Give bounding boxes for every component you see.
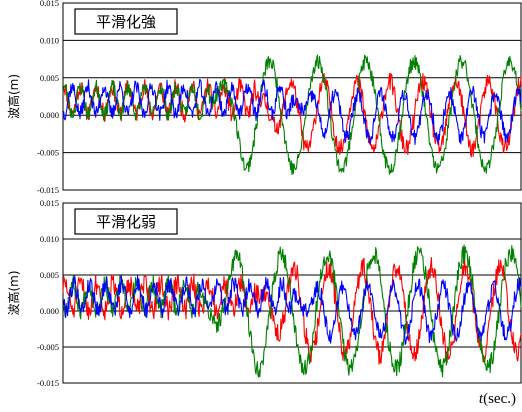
series-line	[62, 54, 522, 176]
y-tick-label: 0.010	[40, 35, 59, 45]
y-tick-label: 0.015	[40, 198, 59, 208]
y-tick-label: 0.010	[40, 234, 59, 244]
panel-title-box	[74, 8, 178, 35]
y-tick-label: -0.015	[37, 378, 59, 388]
series-line	[62, 73, 522, 158]
y-tick-label: -0.005	[37, 148, 59, 158]
y-axis-label: 波高(m)	[6, 270, 21, 315]
y-tick-label: 0.000	[40, 110, 59, 120]
panel-1: 0.015 0.010 0.005 0.000 -0.005 -0.015 平滑化強波高(m…	[6, 0, 522, 195]
series-line	[62, 257, 522, 365]
panel-title: 平滑化強	[96, 13, 156, 31]
panel-2: 0.015 0.010 0.005 0.000 -0.005 -0.015 平滑化弱波高(m…	[6, 198, 522, 388]
y-tick-label: 0.005	[40, 270, 59, 280]
series-line	[62, 274, 522, 345]
y-tick-label: 0.000	[40, 306, 59, 316]
y-tick-label: 0.015	[40, 0, 59, 8]
x-axis-label-unit: (sec.)	[483, 391, 516, 407]
x-axis-label-italic: t	[479, 391, 484, 407]
y-tick-label: -0.015	[37, 185, 59, 195]
series-line	[62, 79, 522, 146]
x-axis-label: t(sec.)	[479, 391, 516, 407]
y-tick-label: -0.005	[37, 342, 59, 352]
panel-title-box	[74, 208, 178, 235]
y-axis-label: 波高(m)	[6, 74, 21, 119]
panel-title: 平滑化弱	[96, 213, 156, 231]
y-tick-label: 0.005	[40, 73, 59, 83]
